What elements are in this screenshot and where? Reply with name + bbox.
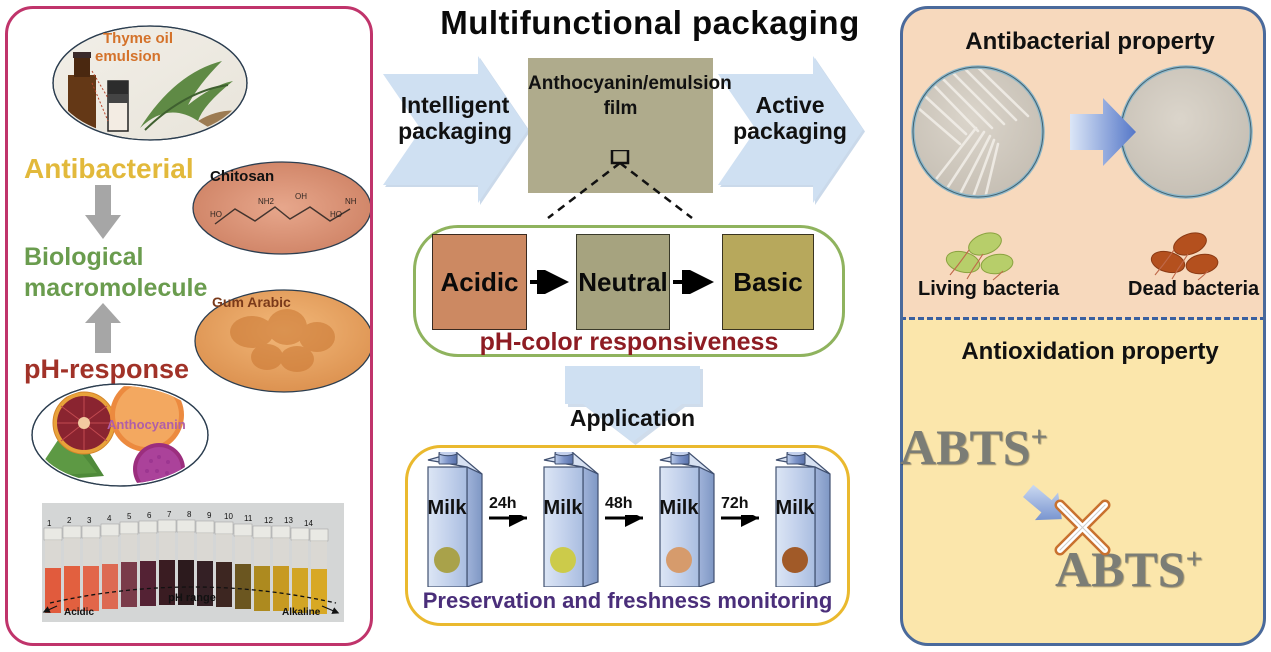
svg-text:11: 11 xyxy=(244,514,253,523)
svg-text:Chitosan: Chitosan xyxy=(210,168,274,185)
svg-text:12: 12 xyxy=(264,516,273,525)
svg-text:8: 8 xyxy=(187,510,192,519)
svg-text:13: 13 xyxy=(284,516,293,525)
svg-text:2: 2 xyxy=(67,516,72,525)
svg-text:4: 4 xyxy=(107,514,112,523)
svg-text:OH: OH xyxy=(295,192,307,201)
svg-text:7: 7 xyxy=(167,510,172,519)
svg-text:9: 9 xyxy=(207,511,212,520)
svg-text:Anthocyanin: Anthocyanin xyxy=(107,417,186,432)
svg-text:emulsion: emulsion xyxy=(95,48,161,65)
svg-text:10: 10 xyxy=(224,512,233,521)
svg-text:1: 1 xyxy=(47,519,52,528)
svg-text:HO: HO xyxy=(210,210,222,219)
svg-text:pH range: pH range xyxy=(168,592,216,604)
svg-text:14: 14 xyxy=(304,519,313,528)
svg-text:NH2: NH2 xyxy=(258,197,275,206)
svg-text:3: 3 xyxy=(87,516,92,525)
svg-text:5: 5 xyxy=(127,512,132,521)
svg-text:Acidic: Acidic xyxy=(64,607,94,618)
svg-text:6: 6 xyxy=(147,511,152,520)
svg-text:Alkaline: Alkaline xyxy=(282,607,321,618)
svg-text:Gum Arabic: Gum Arabic xyxy=(212,294,291,310)
svg-text:NH: NH xyxy=(345,197,357,206)
svg-text:Thyme oil: Thyme oil xyxy=(103,30,173,47)
